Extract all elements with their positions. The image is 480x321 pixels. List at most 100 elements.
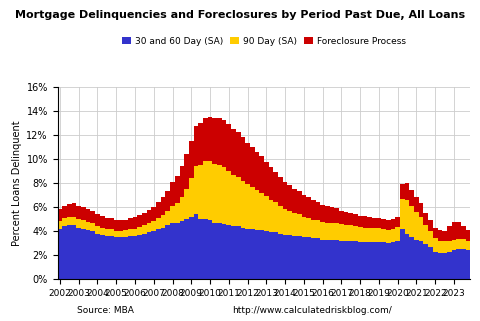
Bar [396, 241, 400, 279]
Bar [414, 239, 419, 279]
Bar [137, 227, 142, 235]
Bar [447, 241, 452, 252]
Bar [184, 154, 189, 189]
Bar [175, 223, 180, 279]
Bar [353, 214, 358, 226]
Bar [81, 207, 86, 220]
Bar [72, 225, 76, 279]
Bar [353, 241, 358, 279]
Bar [377, 242, 381, 279]
Bar [119, 220, 123, 230]
Bar [137, 215, 142, 227]
Bar [428, 220, 433, 231]
Bar [161, 197, 166, 215]
Bar [245, 143, 250, 184]
Bar [240, 181, 245, 228]
Bar [311, 220, 316, 238]
Bar [156, 218, 161, 229]
Bar [90, 211, 95, 223]
Bar [320, 205, 325, 222]
Bar [81, 220, 86, 229]
Bar [396, 217, 400, 227]
Bar [456, 249, 461, 279]
Text: http://www.calculatedriskblog.com/: http://www.calculatedriskblog.com/ [232, 306, 392, 315]
Bar [166, 211, 170, 225]
Bar [301, 195, 306, 217]
Bar [409, 190, 414, 206]
Bar [114, 230, 119, 237]
Bar [132, 229, 137, 236]
Bar [274, 202, 278, 232]
Bar [292, 213, 297, 236]
Bar [217, 165, 222, 223]
Bar [391, 219, 396, 229]
Bar [105, 218, 109, 229]
Bar [311, 238, 316, 279]
Bar [386, 243, 391, 279]
Bar [90, 223, 95, 231]
Bar [438, 253, 442, 279]
Bar [264, 196, 269, 231]
Bar [175, 176, 180, 204]
Bar [278, 177, 283, 206]
Bar [423, 225, 428, 244]
Bar [344, 225, 348, 241]
Bar [461, 249, 466, 279]
Bar [461, 226, 466, 239]
Bar [288, 211, 292, 235]
Bar [203, 118, 208, 161]
Bar [151, 231, 156, 279]
Legend: 30 and 60 Day (SA), 90 Day (SA), Foreclosure Process: 30 and 60 Day (SA), 90 Day (SA), Foreclo… [119, 33, 409, 50]
Bar [72, 217, 76, 225]
Bar [95, 234, 100, 279]
Bar [240, 137, 245, 181]
Bar [147, 232, 151, 279]
Bar [184, 189, 189, 219]
Bar [227, 171, 231, 225]
Bar [466, 250, 470, 279]
Bar [264, 162, 269, 196]
Bar [109, 229, 114, 236]
Bar [156, 229, 161, 279]
Bar [452, 240, 456, 250]
Bar [109, 236, 114, 279]
Bar [297, 191, 301, 214]
Text: Mortgage Delinquencies and Foreclosures by Period Past Due, All Loans: Mortgage Delinquencies and Foreclosures … [15, 10, 465, 20]
Bar [250, 187, 254, 229]
Bar [76, 219, 81, 228]
Bar [419, 241, 423, 279]
Bar [362, 216, 367, 228]
Bar [123, 230, 128, 237]
Bar [288, 235, 292, 279]
Bar [236, 177, 240, 226]
Bar [212, 164, 217, 223]
Bar [203, 161, 208, 219]
Bar [151, 207, 156, 221]
Bar [442, 241, 447, 253]
Bar [278, 234, 283, 279]
Bar [123, 220, 128, 230]
Bar [409, 237, 414, 279]
Bar [316, 202, 320, 220]
Bar [259, 193, 264, 230]
Bar [119, 230, 123, 237]
Bar [320, 239, 325, 279]
Bar [161, 228, 166, 279]
Bar [198, 123, 203, 165]
Bar [132, 236, 137, 279]
Bar [67, 204, 72, 217]
Bar [147, 223, 151, 232]
Bar [348, 225, 353, 241]
Bar [367, 242, 372, 279]
Bar [344, 212, 348, 225]
Bar [119, 237, 123, 279]
Bar [330, 239, 335, 279]
Bar [175, 204, 180, 223]
Bar [335, 223, 339, 239]
Bar [377, 218, 381, 229]
Bar [297, 214, 301, 236]
Bar [466, 241, 470, 250]
Bar [137, 235, 142, 279]
Bar [156, 202, 161, 218]
Bar [405, 234, 409, 279]
